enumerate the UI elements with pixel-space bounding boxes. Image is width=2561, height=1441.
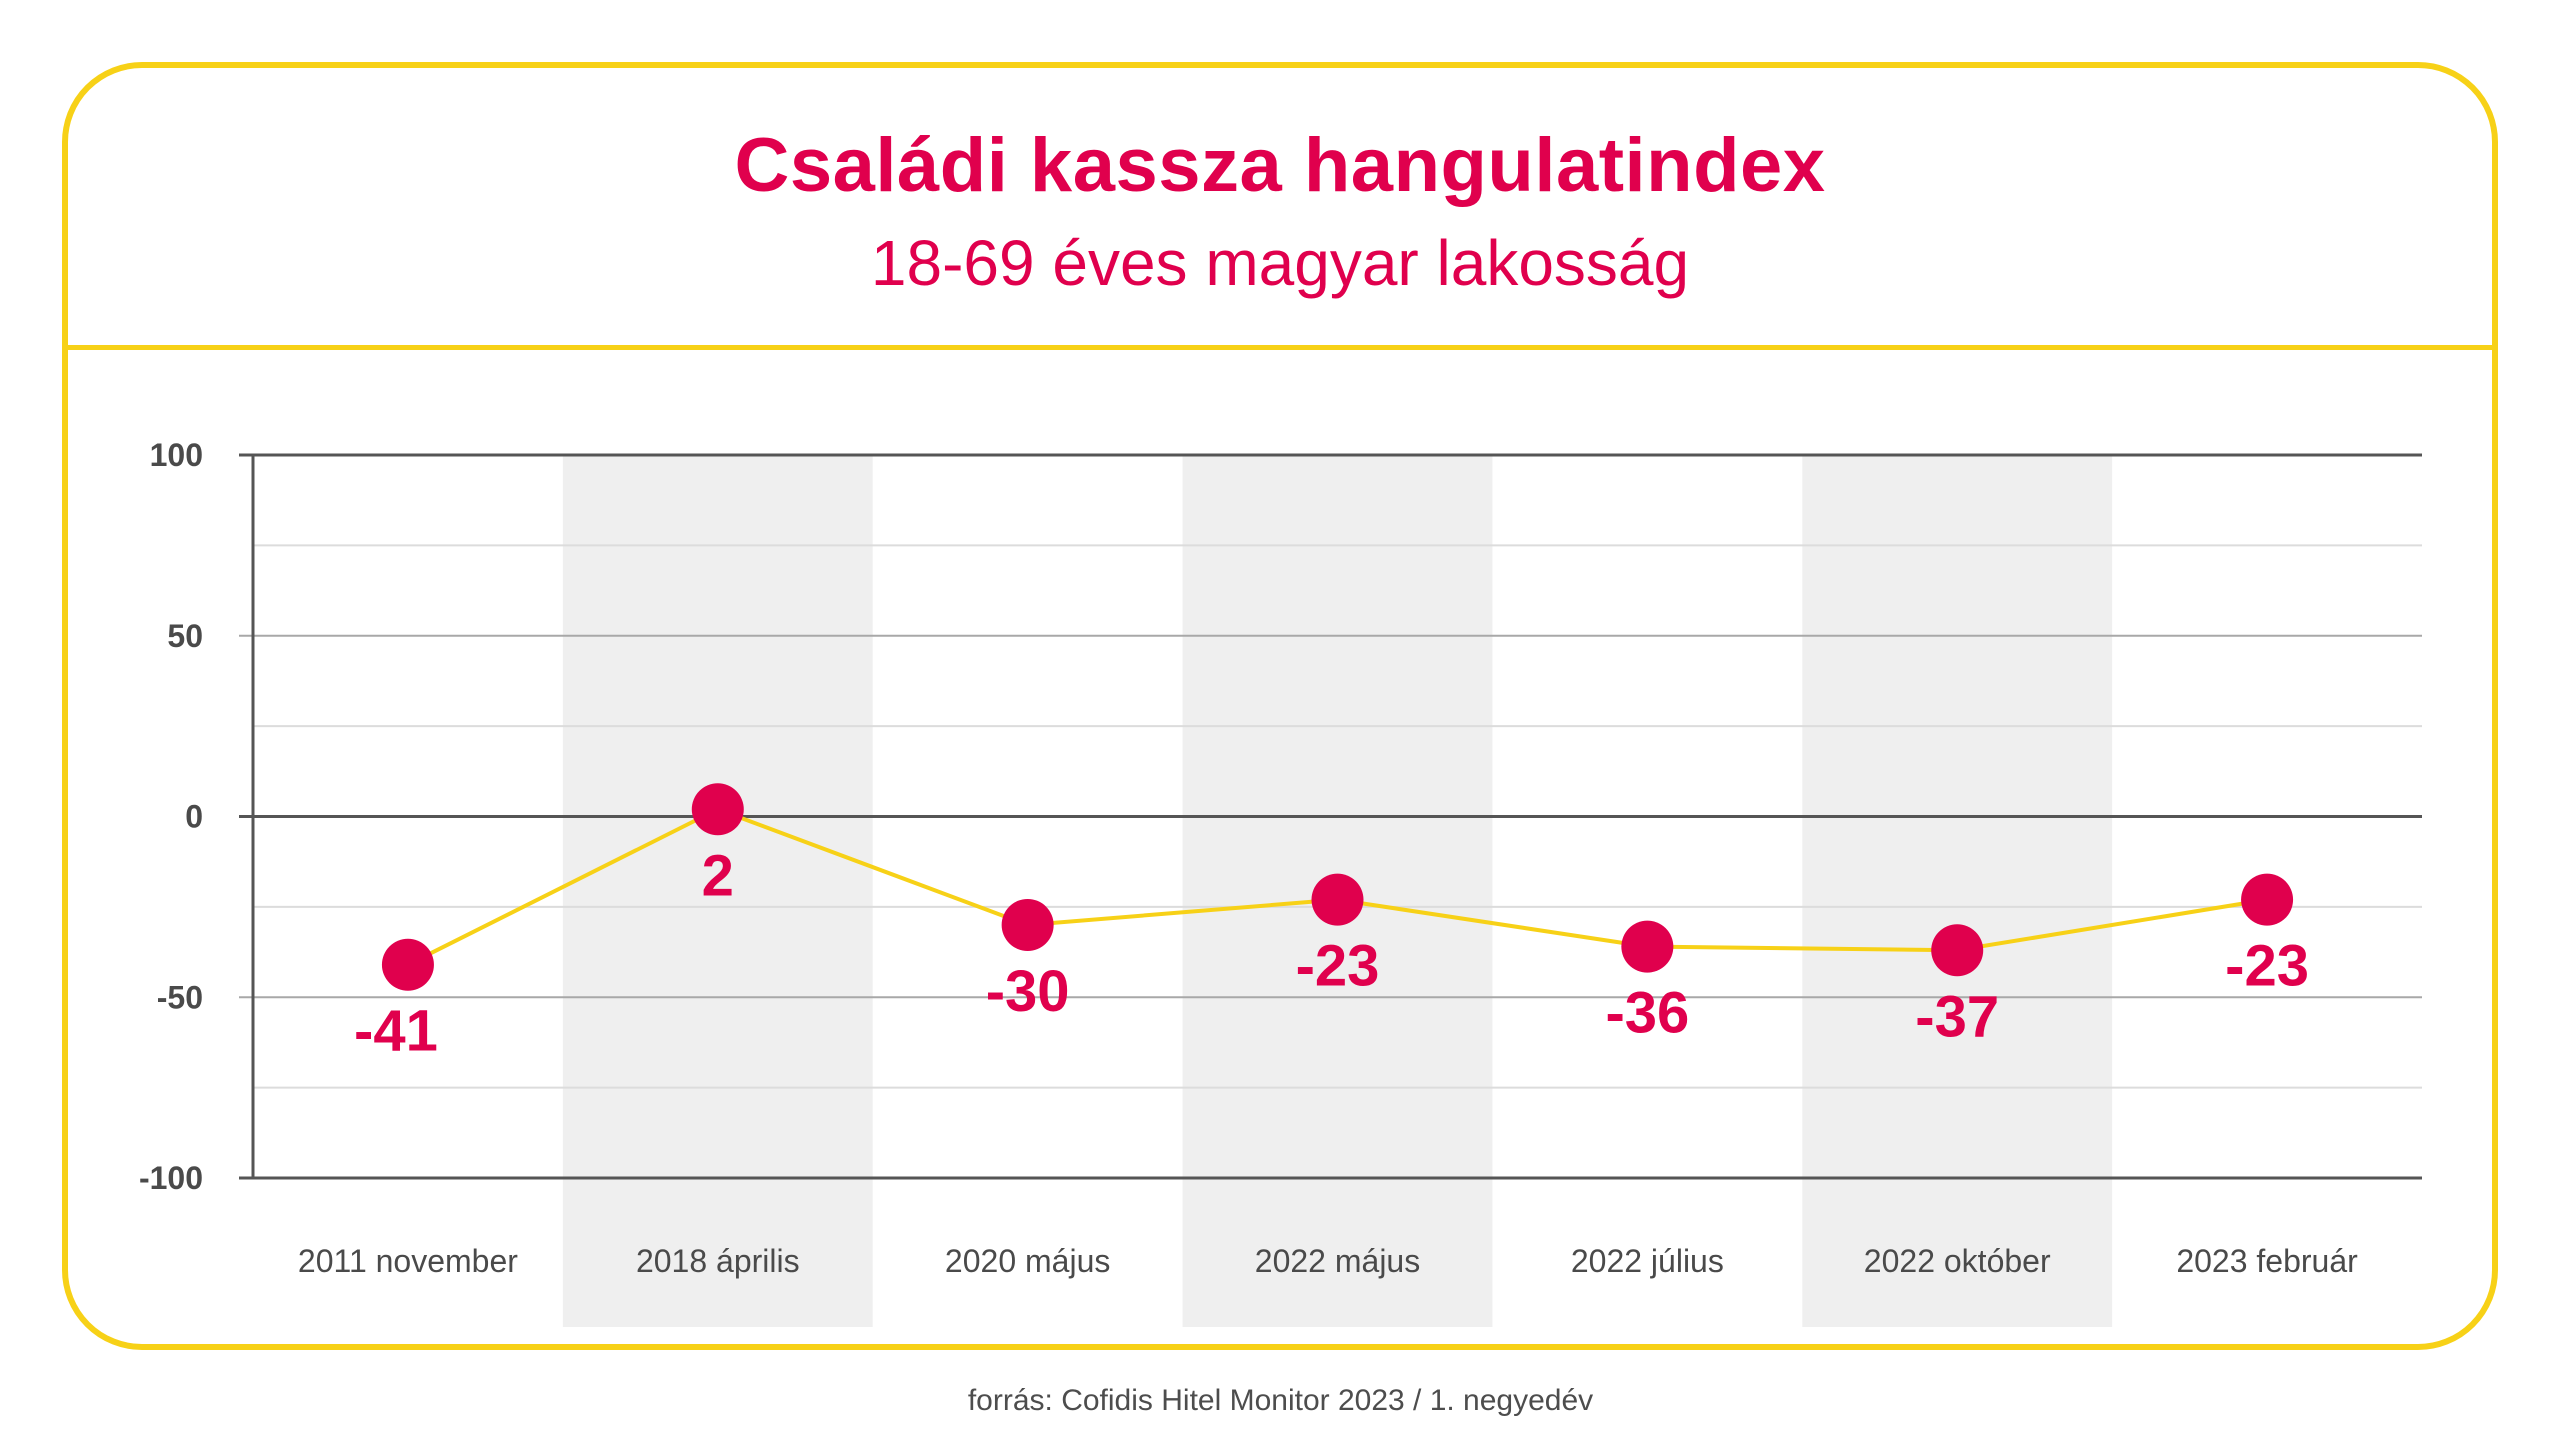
source-note: forrás: Cofidis Hitel Monitor 2023 / 1. … (967, 1384, 1594, 1417)
x-category-label: 2022 május (1255, 1243, 1420, 1279)
data-point (1621, 920, 1674, 973)
chart-subtitle: 18-69 éves magyar lakosság (870, 227, 1690, 299)
data-label: -37 (1915, 984, 1999, 1049)
x-category-label: 2011 november (298, 1243, 518, 1279)
x-category-label: 2023 február (2176, 1243, 2358, 1279)
data-point (2241, 873, 2294, 926)
x-category-label: 2018 április (636, 1243, 800, 1279)
data-point (1931, 924, 1984, 977)
category-band (562, 455, 873, 1327)
chart-header: Családi kassza hangulatindex 18-69 éves … (68, 68, 2492, 350)
data-label: -36 (1605, 981, 1689, 1046)
data-label: -23 (1296, 934, 1380, 999)
x-category-label: 2020 május (945, 1243, 1110, 1279)
y-tick-label: -50 (157, 979, 203, 1015)
data-point (1001, 898, 1054, 951)
x-category-label: 2022 július (1571, 1243, 1724, 1279)
chart-title: Családi kassza hangulatindex (734, 123, 1826, 208)
x-category-label: 2022 október (1864, 1243, 2051, 1279)
y-tick-label: -100 (139, 1160, 203, 1196)
y-tick-label: 50 (167, 618, 203, 654)
y-tick-label: 0 (185, 799, 203, 835)
data-label: -23 (2225, 934, 2309, 999)
data-label: -41 (354, 999, 438, 1064)
category-band (1802, 455, 2113, 1327)
data-point (381, 938, 434, 991)
data-point (1311, 873, 1364, 926)
data-label: 2 (702, 843, 734, 908)
data-point (691, 783, 744, 836)
y-tick-label: 100 (150, 437, 203, 473)
data-label: -30 (986, 959, 1070, 1024)
